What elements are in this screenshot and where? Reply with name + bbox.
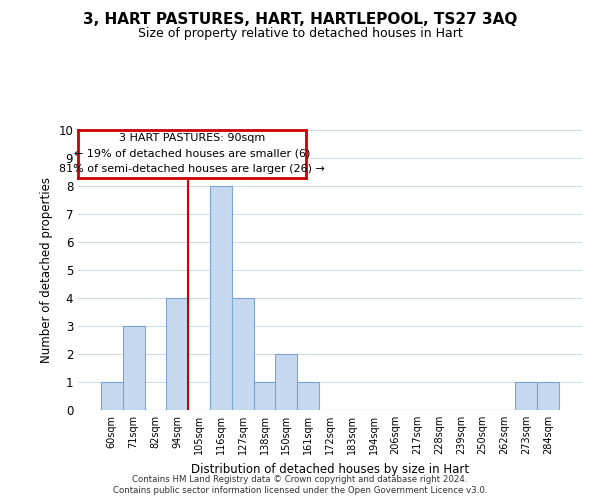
Text: 3, HART PASTURES, HART, HARTLEPOOL, TS27 3AQ: 3, HART PASTURES, HART, HARTLEPOOL, TS27… (83, 12, 517, 28)
Text: Contains HM Land Registry data © Crown copyright and database right 2024.: Contains HM Land Registry data © Crown c… (132, 475, 468, 484)
Bar (515, 382, 537, 410)
Bar (210, 186, 232, 410)
Bar (537, 382, 559, 410)
Bar (101, 382, 123, 410)
Text: 3 HART PASTURES: 90sqm
← 19% of detached houses are smaller (6)
81% of semi-deta: 3 HART PASTURES: 90sqm ← 19% of detached… (59, 133, 325, 174)
X-axis label: Distribution of detached houses by size in Hart: Distribution of detached houses by size … (191, 462, 469, 475)
Bar (166, 298, 188, 410)
Text: Contains public sector information licensed under the Open Government Licence v3: Contains public sector information licen… (113, 486, 487, 495)
Bar (123, 326, 145, 410)
Bar (275, 354, 297, 410)
Text: Size of property relative to detached houses in Hart: Size of property relative to detached ho… (137, 28, 463, 40)
Bar (297, 382, 319, 410)
Bar (232, 298, 254, 410)
Y-axis label: Number of detached properties: Number of detached properties (40, 177, 53, 363)
Bar (254, 382, 275, 410)
